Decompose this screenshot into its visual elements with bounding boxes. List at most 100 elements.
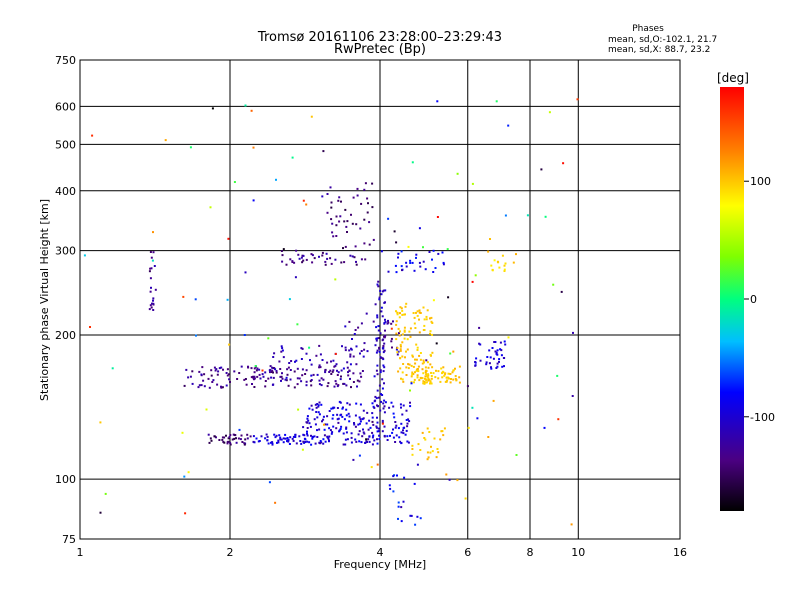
echo-point	[413, 381, 415, 384]
echo-point	[149, 277, 152, 280]
echo-point	[228, 373, 230, 376]
echo-point	[371, 436, 374, 439]
echo-point	[279, 375, 282, 378]
echo-point	[403, 337, 406, 340]
echo-point	[395, 338, 398, 341]
echo-point	[203, 385, 206, 388]
echo-point	[349, 363, 352, 366]
echo-point	[495, 351, 498, 354]
echo-point	[362, 428, 364, 431]
echo-point	[496, 353, 499, 356]
echo-point	[284, 378, 287, 381]
x-axis-label: Frequency [MHz]	[334, 558, 426, 571]
echo-point	[347, 374, 350, 377]
echo-point	[346, 220, 349, 223]
echo-point	[366, 411, 369, 414]
echo-point	[373, 439, 376, 442]
echo-point	[218, 367, 221, 370]
echo-point	[355, 363, 358, 366]
echo-point	[342, 443, 345, 446]
y-axis-label: Stationary phase Virtual Height [km]	[38, 199, 51, 401]
echo-point	[369, 426, 372, 429]
echo-point	[467, 426, 470, 429]
echo-point	[295, 359, 298, 362]
echo-point	[353, 333, 356, 335]
echo-point	[345, 408, 348, 411]
echo-point	[413, 322, 416, 325]
echo-point	[399, 349, 402, 352]
echo-point	[363, 188, 366, 191]
echo-point	[345, 426, 348, 429]
echo-point	[151, 302, 153, 305]
echo-point	[243, 334, 246, 336]
echo-point	[223, 441, 226, 444]
echo-point	[302, 199, 305, 202]
echo-point	[411, 161, 414, 164]
echo-point	[412, 365, 415, 368]
echo-point	[401, 341, 404, 344]
echo-point	[340, 375, 342, 378]
echo-point	[442, 366, 445, 369]
echo-point	[332, 369, 335, 372]
echo-point	[349, 377, 351, 380]
echo-point	[375, 397, 378, 400]
echo-point	[358, 454, 361, 457]
echo-point	[381, 315, 384, 318]
echo-point	[217, 370, 220, 373]
echo-point	[358, 380, 361, 383]
echo-point	[345, 431, 348, 434]
echo-point	[419, 358, 422, 361]
echo-point	[352, 355, 355, 358]
echo-point	[347, 412, 350, 415]
echo-point	[378, 298, 381, 301]
echo-point	[376, 364, 379, 367]
echo-point	[360, 322, 363, 325]
echo-point	[570, 523, 573, 526]
echo-point	[375, 326, 378, 329]
echo-point	[415, 358, 418, 361]
echo-point	[390, 340, 393, 343]
echo-point	[382, 364, 385, 367]
echo-point	[427, 377, 430, 380]
echo-point	[228, 378, 231, 381]
echo-point	[252, 440, 255, 443]
echo-point	[306, 417, 309, 420]
echo-point	[432, 249, 435, 252]
echo-point	[326, 385, 329, 388]
echo-point	[328, 410, 331, 412]
echo-point	[383, 435, 386, 438]
echo-point	[377, 337, 380, 340]
echo-point	[348, 403, 351, 406]
echo-point	[425, 359, 428, 362]
echo-point	[261, 369, 264, 372]
echo-point	[439, 438, 442, 441]
echo-point	[342, 432, 345, 435]
echo-point	[305, 258, 308, 261]
echo-point	[419, 352, 422, 354]
echo-point	[287, 384, 290, 387]
echo-point	[428, 378, 431, 381]
echo-point	[375, 426, 378, 429]
echo-point	[449, 373, 452, 375]
echo-point	[423, 377, 426, 380]
echo-point	[439, 380, 442, 383]
echo-point	[388, 406, 391, 409]
echo-point	[233, 437, 236, 440]
echo-point	[444, 373, 446, 376]
echo-point	[434, 267, 437, 269]
echo-point	[361, 435, 364, 438]
echo-point	[326, 193, 329, 195]
echo-point	[376, 314, 379, 317]
echo-point	[400, 265, 403, 268]
echo-point	[362, 409, 365, 412]
y-tick-label: 75	[62, 533, 76, 546]
echo-point	[410, 381, 413, 384]
echo-point	[347, 371, 349, 374]
echo-point	[368, 419, 371, 422]
echo-point	[207, 433, 210, 436]
echo-point	[348, 415, 351, 418]
echo-point	[296, 383, 299, 386]
echo-point	[494, 341, 497, 343]
echo-point	[377, 430, 380, 433]
echo-point	[287, 440, 290, 443]
